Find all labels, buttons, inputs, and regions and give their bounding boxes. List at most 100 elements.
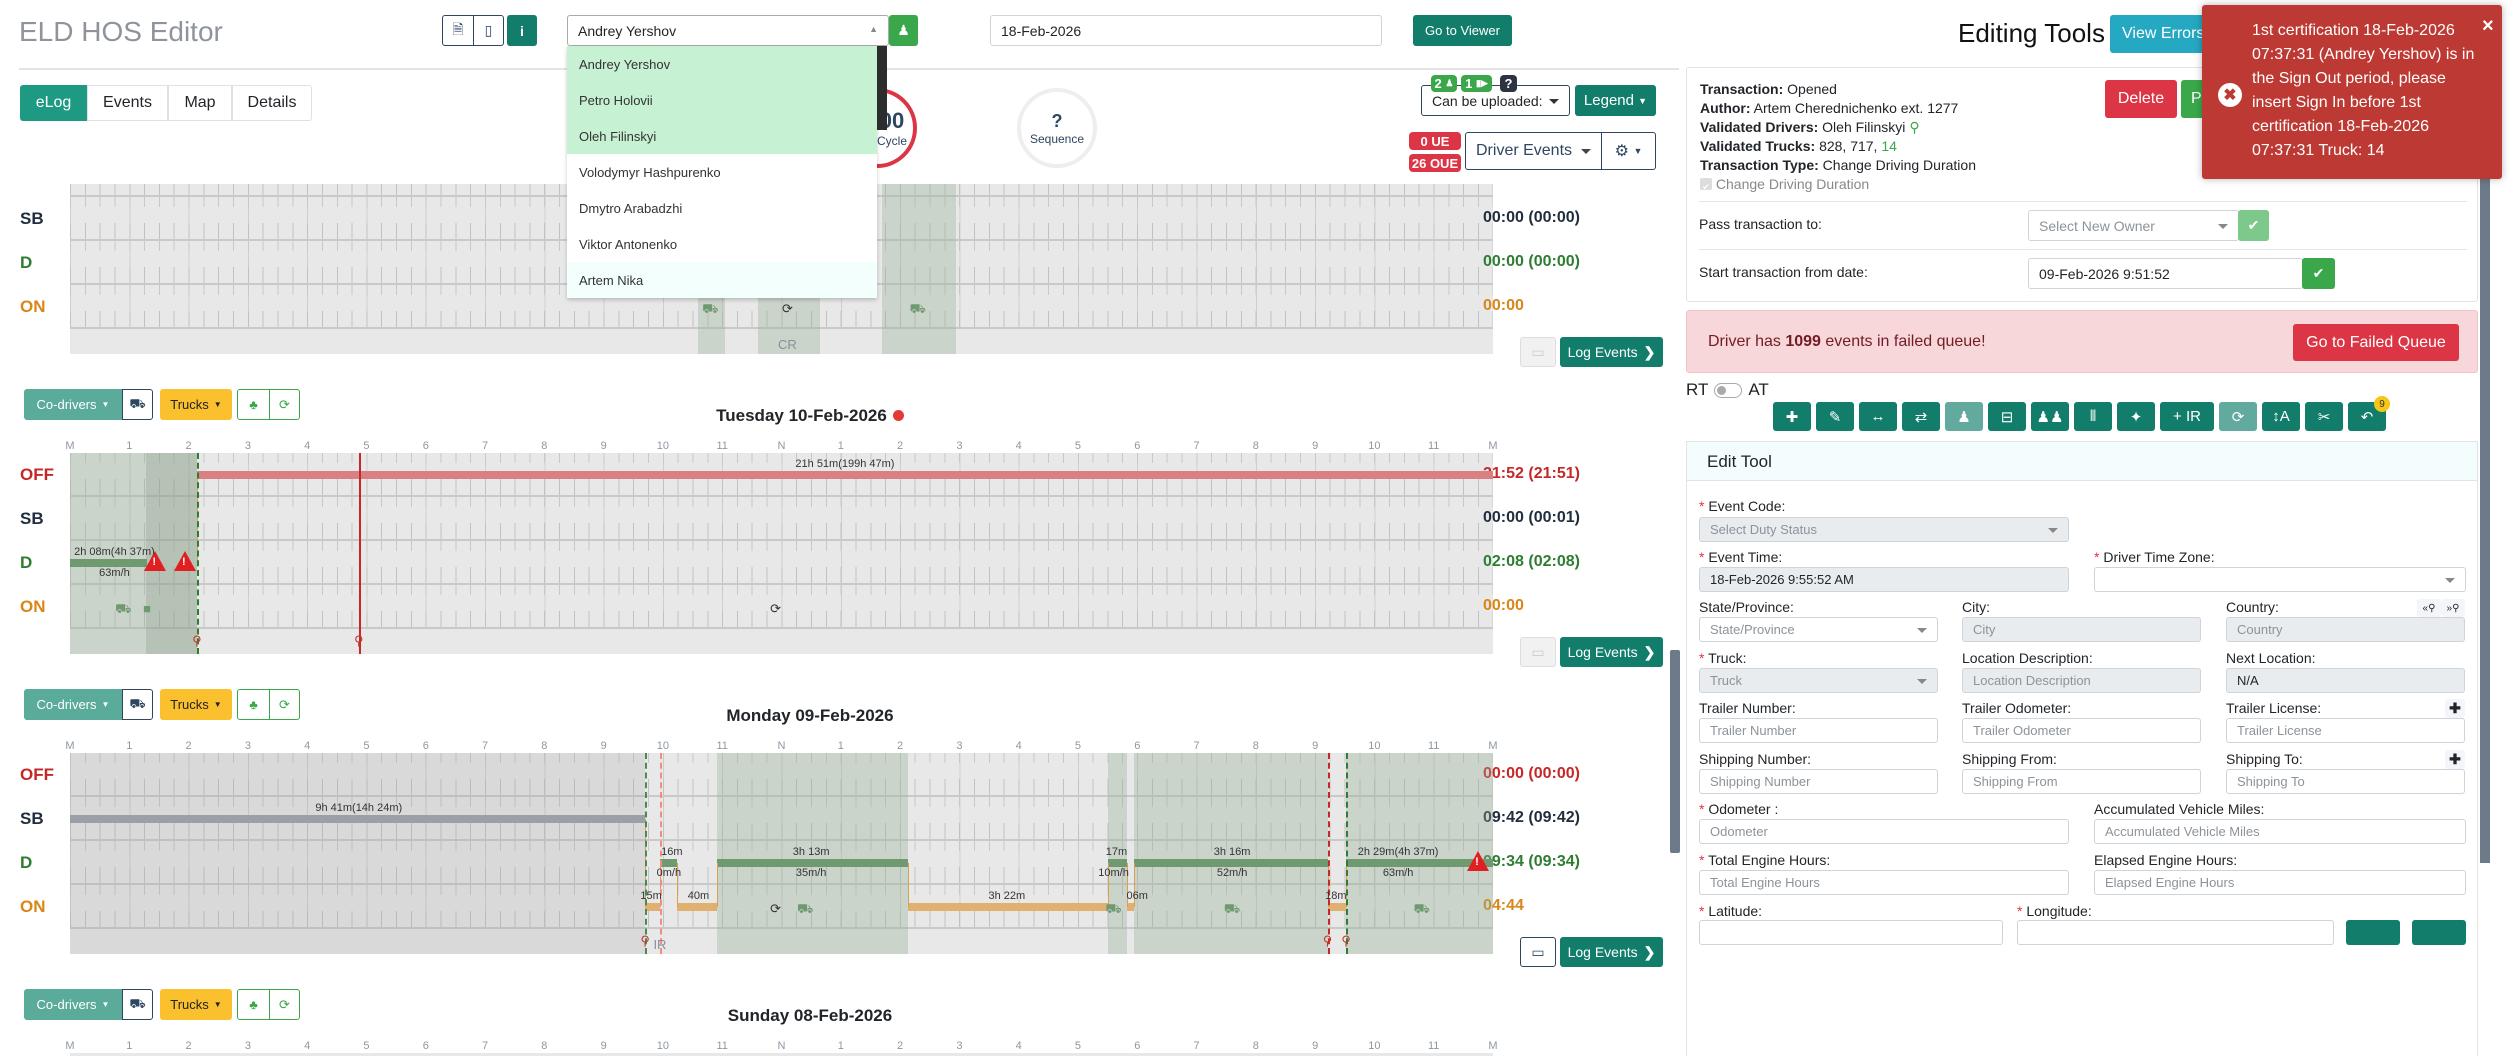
document-button[interactable]: 🗎 [442, 15, 474, 46]
driver-time-zone-select[interactable] [2094, 567, 2466, 592]
event-code-select[interactable]: Select Duty Status [1699, 517, 2069, 542]
accumulated-miles-input[interactable]: Accumulated Vehicle Miles [2094, 819, 2466, 844]
add-trailer-license-button[interactable]: ✚ [2445, 699, 2465, 718]
day-grid[interactable]: 9h 41m(14h 24m) 15m 16m 0m/h 40m 3h 13m 35m/h 3… [70, 753, 1493, 954]
start-date-input[interactable]: 09-Feb-2026 9:51:52 [2028, 258, 2303, 289]
driver-profile-button[interactable]: ♟ [889, 15, 918, 46]
info-button[interactable]: i [507, 15, 537, 46]
settings-dropdown-button[interactable]: ⚙ ▼ [1601, 132, 1656, 170]
comment-button[interactable]: ▭ [1520, 637, 1556, 667]
state-select[interactable]: State/Province [1699, 617, 1938, 642]
new-owner-select[interactable]: Select New Owner [2028, 210, 2239, 241]
duty-segment-d[interactable] [1345, 859, 1493, 867]
location-marker-icon[interactable]: ⚲ [640, 933, 650, 948]
driver-option[interactable]: Andrey Yershov [567, 46, 877, 82]
go-to-failed-queue-button[interactable]: Go to Failed Queue [2293, 324, 2459, 361]
sync-icon[interactable]: ⟳ [770, 601, 782, 616]
co-drivers-button[interactable]: Co-drivers ▼ [24, 989, 122, 1020]
driver-option[interactable]: Dmytro Arabadzhi [579, 200, 683, 216]
co-driver-truck-button[interactable]: ⛟ [122, 389, 153, 420]
longitude-input[interactable] [2017, 920, 2334, 945]
trucks-button[interactable]: Trucks ▼ [160, 689, 232, 720]
trailer-number-input[interactable]: Trailer Number [1699, 718, 1938, 743]
total-engine-hours-input[interactable]: Total Engine Hours [1699, 870, 2069, 895]
prev-location-button[interactable]: «⚲ [2417, 599, 2441, 617]
map-pick-button[interactable] [2346, 920, 2400, 945]
truck-select[interactable]: Truck [1699, 668, 1938, 693]
help-badge[interactable]: ? [1500, 75, 1517, 92]
driver-option[interactable]: Volodymyr Hashpurenko [579, 164, 721, 180]
trailer-license-input[interactable]: Trailer License [2226, 718, 2465, 743]
tab-details[interactable]: Details [232, 85, 312, 121]
toast-close-icon[interactable]: × [2482, 15, 2494, 37]
warning-icon[interactable]: ! [1467, 851, 1490, 871]
log-events-button[interactable]: Log Events ❯ [1560, 337, 1663, 367]
log-events-button[interactable]: Log Events ❯ [1560, 637, 1663, 667]
duty-segment-d[interactable] [70, 559, 148, 567]
next-location-input[interactable]: N/A [2226, 668, 2465, 693]
plus-ir-tool-button[interactable]: + IR [2160, 402, 2214, 431]
warning-icon[interactable]: ! [144, 551, 167, 571]
add-shipping-to-button[interactable]: ✚ [2445, 750, 2465, 769]
location-description-input[interactable]: Location Description [1962, 668, 2201, 693]
driver-events-select[interactable]: Driver Events [1465, 132, 1602, 170]
truck-arrow-icon[interactable]: ⛟ [1105, 901, 1122, 916]
location-marker-icon[interactable]: ⚲ [1341, 933, 1351, 948]
duty-segment-d[interactable] [716, 859, 908, 867]
scissors-tool-button[interactable]: ✂ [2305, 402, 2343, 431]
trailer-odometer-input[interactable]: Trailer Odometer [1962, 718, 2201, 743]
truck-arrow-icon[interactable]: ⛟ [1223, 901, 1241, 916]
duty-segment-on[interactable] [1127, 903, 1134, 911]
change-driving-duration-checkbox[interactable]: ✔ [1700, 178, 1712, 192]
sync-icon[interactable]: ⟳ [770, 901, 782, 916]
driver-option[interactable]: Artem Nika [567, 262, 877, 298]
duty-segment-on[interactable] [1327, 903, 1346, 911]
warning-icon[interactable]: ! [174, 551, 197, 571]
co-drivers-button[interactable]: Co-drivers ▼ [24, 689, 122, 720]
users-tool-button[interactable]: ♟♟ [2031, 402, 2069, 431]
duty-segment-sb[interactable] [70, 815, 646, 823]
truck-arrow-icon[interactable]: ⛟ [909, 301, 927, 316]
country-input[interactable]: Country [2226, 617, 2465, 642]
duty-segment-on[interactable] [645, 903, 660, 911]
left-scrollbar-thumb[interactable] [1670, 650, 1680, 853]
dropdown-scrollbar-thumb[interactable] [877, 46, 887, 130]
plus-tool-button[interactable]: ✚ [1773, 402, 1811, 431]
truck-arrow-icon[interactable]: ⛟ [1413, 901, 1431, 916]
delete-button[interactable]: Delete [2105, 80, 2177, 118]
refresh-tool-button[interactable]: ⟳ [2219, 402, 2257, 431]
co-drivers-button[interactable]: Co-drivers ▼ [24, 389, 122, 420]
exchange-tool-button[interactable]: ⇄ [1902, 402, 1940, 431]
location-marker-icon[interactable]: ⚲ [1322, 933, 1333, 948]
tab-events[interactable]: Events [87, 85, 168, 121]
map-locate-button[interactable] [2412, 920, 2466, 945]
day-grid[interactable]: 2h 08m(4h 37m) 63m/h 21h 51m(199h 47m)!! ⛟ ■… [70, 453, 1493, 654]
driver-select[interactable]: Andrey Yershov ▲ [567, 15, 889, 46]
next-location-button[interactable]: »⚲ [2441, 599, 2465, 617]
note-button[interactable]: ▯ [473, 15, 504, 46]
arrows-horizontal-tool-button[interactable]: ↔ [1859, 402, 1897, 431]
confirm-start-date-button[interactable]: ✔ [2302, 258, 2335, 289]
duty-segment-on[interactable] [677, 903, 717, 911]
city-input[interactable]: City [1962, 617, 2201, 642]
view-errors-button[interactable]: View Errors [2110, 15, 2220, 53]
truck-arrow-icon[interactable]: ⛟ [797, 901, 814, 916]
go-to-viewer-button[interactable]: Go to Viewer [1413, 15, 1512, 46]
duty-segment-d[interactable] [1107, 859, 1128, 867]
co-driver-truck-button[interactable]: ⛟ [122, 689, 153, 720]
legend-button[interactable]: Legend ▼ [1575, 85, 1656, 116]
camera-icon[interactable]: ■ [143, 601, 152, 616]
shipping-number-input[interactable]: Shipping Number [1699, 769, 1938, 794]
log-events-button[interactable]: Log Events ❯ [1560, 937, 1663, 967]
location-marker-icon[interactable]: ⚲ [192, 633, 202, 648]
sync-icon[interactable]: ⟳ [781, 301, 793, 316]
event-time-input[interactable]: 18-Feb-2026 9:55:52 AM [1699, 567, 2069, 592]
day-grid[interactable] [70, 1053, 1493, 1056]
comment-button[interactable]: ▭ [1520, 937, 1556, 967]
driver-option[interactable]: Viktor Antonenko [579, 236, 678, 252]
refresh-button[interactable]: ⟳ [269, 389, 300, 420]
tab-map[interactable]: Map [168, 85, 232, 121]
trucks-button[interactable]: Trucks ▼ [160, 989, 232, 1020]
odometer-input[interactable]: Odometer [1699, 819, 2069, 844]
latitude-input[interactable] [1699, 920, 2003, 945]
